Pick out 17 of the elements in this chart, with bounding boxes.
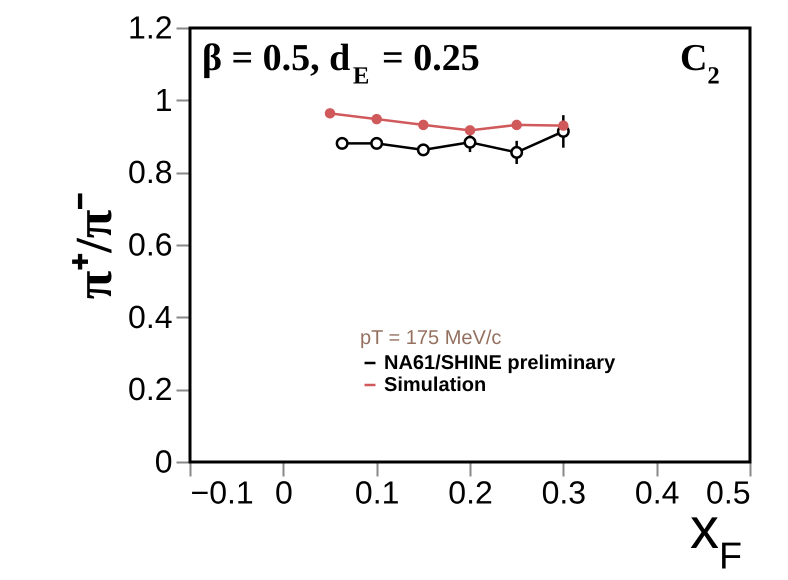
- legend-label: NA61/SHINE preliminary: [384, 352, 616, 374]
- x-tick-label: 0: [274, 474, 293, 510]
- y-axis-title: π⁺/π⁻: [66, 192, 124, 300]
- y-tick-label: 0.4: [128, 298, 172, 335]
- y-tick-label: 1: [154, 82, 172, 118]
- legend-title: pT = 175 MeV/c: [360, 327, 502, 349]
- x-tick-label: 0.2: [448, 474, 493, 510]
- x-tick-label: 0.1: [354, 474, 400, 510]
- y-tick-label: 1.2: [128, 10, 172, 46]
- y-tick-label: 0.6: [128, 226, 172, 262]
- y-tick-label: 0.2: [128, 371, 172, 408]
- x-tick-label: −0.1: [190, 474, 254, 510]
- y-tick-label: 0: [154, 444, 172, 480]
- legend-label: Simulation: [384, 374, 486, 396]
- x-tick-label: 0.3: [542, 474, 586, 510]
- y-tick-label: 0.8: [128, 154, 172, 190]
- x-tick-label: 0.4: [634, 474, 680, 510]
